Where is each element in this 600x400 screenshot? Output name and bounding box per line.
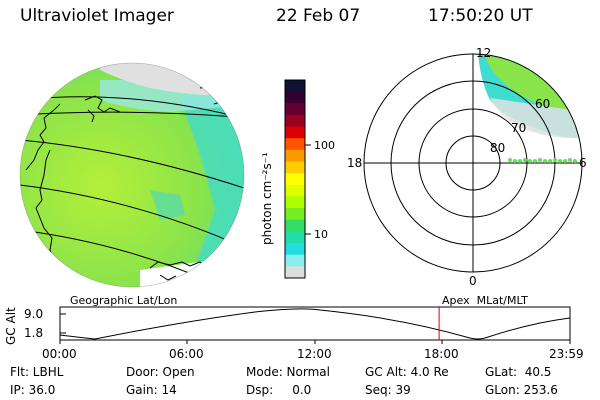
emission-dot: [523, 158, 527, 162]
colorbar-band: [285, 91, 305, 104]
time-tick: 00:00: [42, 347, 77, 361]
coastline: [84, 95, 121, 123]
latitude-line: [20, 139, 244, 191]
polar-plot: [363, 53, 583, 273]
emission-dot: [553, 158, 557, 162]
emission-dot: [508, 158, 512, 162]
colorbar-band: [285, 173, 305, 186]
altitude-ytick-1.8: 1.8: [24, 326, 44, 340]
emission-dots: [508, 158, 577, 163]
latitude-line: [20, 184, 244, 251]
status-ip: IP: 36.0: [10, 383, 56, 397]
colorbar-label: photon cm⁻²s⁻¹: [260, 152, 274, 245]
time-tick: 23:59: [549, 347, 584, 361]
time-label: 17:50:20 UT: [428, 6, 533, 26]
colorbar-band: [285, 184, 305, 197]
mlt-label-0: 0: [469, 274, 477, 288]
colorbar-band: [285, 219, 305, 232]
colorbar-band: [285, 80, 305, 93]
colorbar-band: [285, 254, 305, 267]
colorbar-band: [285, 149, 305, 163]
altitude-ylabel: GC Alt: [4, 307, 18, 345]
mlt-label-6: 6: [579, 156, 587, 170]
status-glat: GLat: 40.5: [485, 365, 552, 379]
colorbar-band: [285, 266, 305, 279]
altitude-ytick-9: 9.0: [24, 307, 44, 321]
emission-dot: [528, 159, 532, 163]
emission-dot: [538, 158, 542, 162]
emission-dot: [543, 159, 547, 163]
emission-dot: [513, 159, 517, 163]
date-label: 22 Feb 07: [276, 6, 361, 26]
colorbar-band: [285, 161, 305, 174]
emission-dot: [568, 158, 572, 162]
colorbar-band: [285, 231, 305, 244]
emission-dot: [548, 159, 552, 163]
status-glon: GLon: 253.6: [485, 383, 558, 397]
time-tick: 12:00: [297, 347, 332, 361]
mlt-label-18: 18: [347, 156, 363, 170]
colorbar-band: [285, 138, 305, 151]
instrument-title: Ultraviolet Imager: [20, 6, 174, 26]
altitude-curve: [59, 308, 571, 340]
status-flt: Flt: LBHL: [10, 365, 64, 379]
emission-dot: [533, 159, 537, 163]
polar-caption: Apex MLat/MLT: [442, 294, 528, 307]
colorbar-band: [285, 114, 305, 128]
mlat-label-80: 80: [490, 141, 506, 155]
status-seq: Seq: 39: [365, 383, 411, 397]
colorbar-band: [285, 196, 305, 209]
mlat-label-70: 70: [511, 121, 527, 135]
colorbar-band: [285, 208, 305, 221]
colorbar-band: [285, 103, 305, 116]
geographic-caption: Geographic Lat/Lon: [70, 294, 178, 307]
time-tick: 18:00: [424, 347, 459, 361]
emission-dot: [573, 159, 577, 163]
status-mode: Mode: Normal: [246, 365, 330, 379]
geographic-map: [20, 63, 244, 287]
status-gain: Gain: 14: [126, 383, 177, 397]
time-tick: 06:00: [169, 347, 204, 361]
mlat-label-60: 60: [535, 97, 551, 111]
colorbar: [285, 80, 305, 279]
latitude-line: [20, 111, 244, 119]
colorbar-band: [285, 243, 305, 256]
colorbar-tick-10: 10: [314, 228, 328, 241]
colorbar-tick-100: 100: [314, 139, 335, 152]
emission-dot: [518, 159, 522, 163]
altitude-plot: [59, 306, 571, 344]
emission-dot: [563, 159, 567, 163]
status-gcalt: GC Alt: 4.0 Re: [365, 365, 449, 379]
emission-dot: [558, 159, 562, 163]
mlt-label-12: 12: [476, 46, 492, 60]
status-door: Door: Open: [126, 365, 195, 379]
colorbar-band: [285, 126, 305, 139]
status-dsp: Dsp: 0.0: [246, 383, 312, 397]
